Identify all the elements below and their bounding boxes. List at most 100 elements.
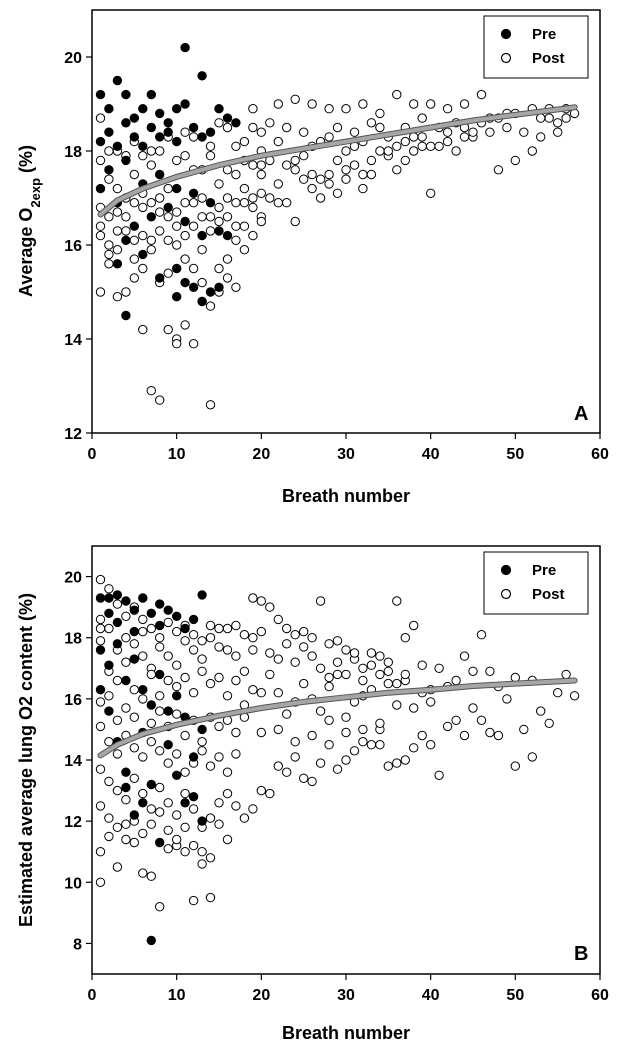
y-tick-label: 12 [64,814,82,831]
post-point [426,188,436,199]
x-tick-label: 50 [506,987,524,1004]
post-point [121,226,131,236]
pre-point [205,198,216,208]
pre-point [180,42,190,53]
post-point [324,639,334,649]
pre-point [180,216,190,227]
post-point [273,724,283,735]
panel-label: B [574,943,588,965]
post-point [172,626,182,637]
post-point [341,645,351,655]
post-point [290,752,300,762]
pre-point [121,310,131,321]
pre-point [146,608,157,618]
post-point [392,141,402,152]
post-point [341,712,351,722]
post-point [205,301,216,311]
post-point [282,122,292,133]
pre-point [104,660,114,670]
post-point [205,141,216,152]
post-point [358,169,368,180]
post-point [138,868,148,878]
post-point [155,146,165,156]
post-point [205,761,216,771]
post-point [112,785,123,796]
post-point [222,212,233,222]
x-tick-label: 40 [422,987,440,1004]
pre-point [172,691,182,701]
post-point [180,822,190,832]
post-point [341,174,351,184]
y-tick-label: 18 [64,144,82,161]
post-point [392,700,402,710]
post-point [172,207,182,217]
post-point [299,626,309,637]
post-point [112,749,123,759]
post-point [104,584,114,594]
post-point [155,193,165,203]
post-point [536,113,546,123]
post-point [341,669,351,680]
post-point [104,813,114,823]
post-point [197,746,207,756]
pre-point [146,700,157,710]
post-point [231,221,241,231]
post-point [290,657,300,667]
post-point [95,721,106,732]
post-point [231,801,241,811]
post-point [155,746,165,756]
pre-point [222,113,233,123]
post-point [104,259,114,269]
pre-point [155,273,165,283]
post-point [273,654,283,664]
pre-point [197,724,207,735]
post-point [95,574,106,585]
post-point [146,871,157,881]
post-point [485,666,495,676]
post-point [180,767,190,777]
post-point [375,651,385,661]
y-tick-label: 10 [64,875,82,892]
post-point [180,788,190,799]
post-point [392,89,402,100]
post-point [265,648,275,658]
post-point [417,132,427,142]
post-point [172,810,182,820]
pre-point [163,202,173,213]
post-point [290,216,300,227]
x-tick-label: 10 [168,987,186,1004]
post-point [307,651,317,661]
post-point [155,807,165,817]
post-point [214,623,224,634]
post-point [222,122,233,133]
post-point [536,706,546,716]
post-point [95,623,106,634]
y-tick-label: 20 [64,570,82,587]
post-point [180,254,190,264]
post-point [248,202,258,213]
post-point [400,155,410,166]
pre-point [214,226,224,236]
pre-point [172,104,182,114]
post-point [222,623,233,634]
post-point [231,141,241,152]
pre-point [163,118,173,128]
pre-point [163,605,173,615]
post-point [214,798,224,808]
post-point [180,320,190,330]
post-point [341,104,351,114]
pre-point [188,614,199,625]
post-point [231,651,241,661]
post-point [239,666,250,676]
post-point [248,804,258,814]
pre-point [146,89,157,100]
post-point [299,773,309,783]
post-point [409,743,419,753]
post-point [324,672,334,683]
post-point [442,721,453,732]
y-tick-label: 14 [64,753,82,770]
post-point [155,226,165,236]
post-point [392,165,402,175]
post-point [129,254,140,264]
